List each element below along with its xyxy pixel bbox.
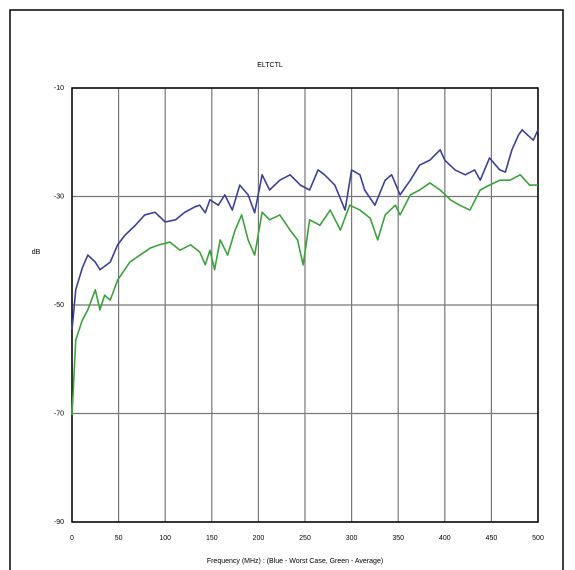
y-tick-label: -50 [54,302,64,309]
x-tick-label: 0 [70,535,74,542]
y-tick-label: -70 [54,410,64,417]
x-tick-label: 200 [253,535,265,542]
x-axis-label: Frequency (MHz) : (Blue - Worst Case, Gr… [207,558,383,565]
x-tick-label: 350 [392,535,404,542]
y-tick-label: -30 [54,193,64,200]
data-line [71,174,538,416]
x-tick-label: 150 [206,535,218,542]
y-tick-label: -90 [54,519,64,526]
frame [9,9,564,570]
x-tick-label: 100 [159,535,171,542]
y-axis-label: dB [32,249,41,256]
chart-title: ELTCTL [257,62,283,69]
x-tick-label: 50 [115,535,123,542]
data-line [71,128,539,331]
x-tick-label: 450 [486,535,498,542]
x-tick-label: 300 [346,535,358,542]
x-tick-label: 250 [299,535,311,542]
x-tick-label: 400 [439,535,451,542]
y-tick-label: -10 [54,85,64,92]
plot-border [71,87,539,523]
x-tick-label: 500 [532,535,544,542]
